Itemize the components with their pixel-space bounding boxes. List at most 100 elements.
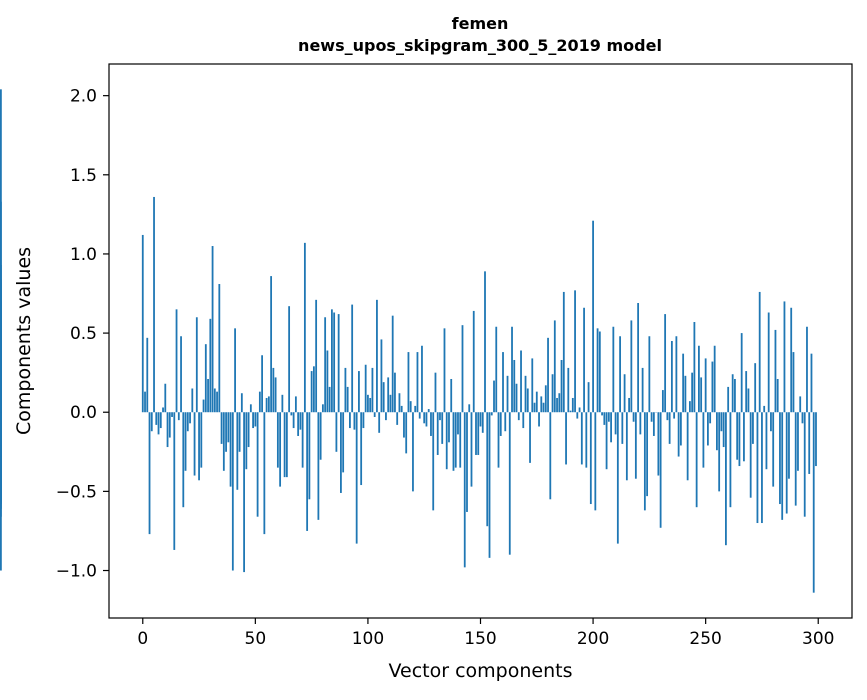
bar [615,412,617,434]
bar [666,412,668,420]
bar [450,379,452,412]
bar [545,385,547,412]
bar [223,412,225,471]
bar [288,306,290,412]
bar [513,360,515,412]
x-tick-label: 0 [137,629,148,649]
bar [739,412,741,466]
bar [241,393,243,412]
bar [439,412,441,420]
bar [275,377,277,412]
bar [169,412,171,437]
bar [612,327,614,412]
bar [565,412,567,464]
bar [459,412,461,467]
bar [712,362,714,413]
chart-title: femen [452,14,509,33]
bar [272,368,274,412]
bar [572,398,574,412]
bar [396,412,398,425]
bar [270,276,272,412]
bar [793,352,795,412]
bar [802,412,804,423]
bar [149,412,151,534]
bar [421,346,423,412]
bar [540,396,542,412]
bar [617,412,619,543]
bar [304,243,306,412]
bar [261,355,263,412]
x-tick-label: 300 [802,629,834,649]
bar [349,412,351,428]
bar [342,412,344,472]
bar [529,412,531,463]
bar [284,412,286,477]
bar [624,374,626,412]
bar [155,412,157,425]
bar [218,284,220,412]
bar [448,412,450,442]
bar [644,412,646,510]
bar [160,412,162,428]
x-tick-label: 50 [245,629,267,649]
bar [511,327,513,412]
bar [403,412,405,437]
bar [806,327,808,412]
bar [581,412,583,464]
bar [435,373,437,413]
bar [266,398,268,412]
y-tick-label: 0.0 [70,403,97,423]
bar [455,412,457,467]
bar [243,412,245,572]
bar [660,412,662,528]
bar [556,398,558,412]
bar [777,379,779,412]
bar [367,395,369,412]
bar [158,412,160,434]
bar [387,377,389,412]
bar [628,398,630,412]
bar [428,409,430,412]
bar [795,412,797,505]
bar [745,371,747,412]
bar [473,311,475,412]
bar [723,412,725,447]
bar [293,412,295,428]
bar [757,412,759,523]
bar [637,303,639,412]
bar [750,412,752,497]
bar [651,412,653,422]
bar [419,412,421,418]
bar [752,412,754,444]
bar [682,354,684,413]
bar [741,333,743,412]
bar [162,407,164,412]
bar [734,379,736,412]
bar [772,412,774,486]
bar [813,412,815,592]
bar [399,393,401,412]
bar [178,412,180,420]
bar [295,396,297,412]
bar [374,412,376,417]
bar [703,412,705,467]
bar [412,412,414,491]
bar [500,412,502,436]
chart-subtitle: news_upos_skipgram_300_5_2019 model [298,36,662,55]
bar [648,336,650,412]
bar [561,360,563,412]
bar [669,412,671,444]
bar [250,404,252,412]
bar [646,412,648,496]
bar [716,412,718,450]
bar [527,388,529,412]
bar [263,412,265,534]
bar [365,365,367,412]
bar [797,412,799,471]
bar [498,412,500,467]
y-tick-label: 0.5 [70,324,97,344]
bar [444,328,446,412]
bar [538,412,540,426]
bar [153,197,155,412]
